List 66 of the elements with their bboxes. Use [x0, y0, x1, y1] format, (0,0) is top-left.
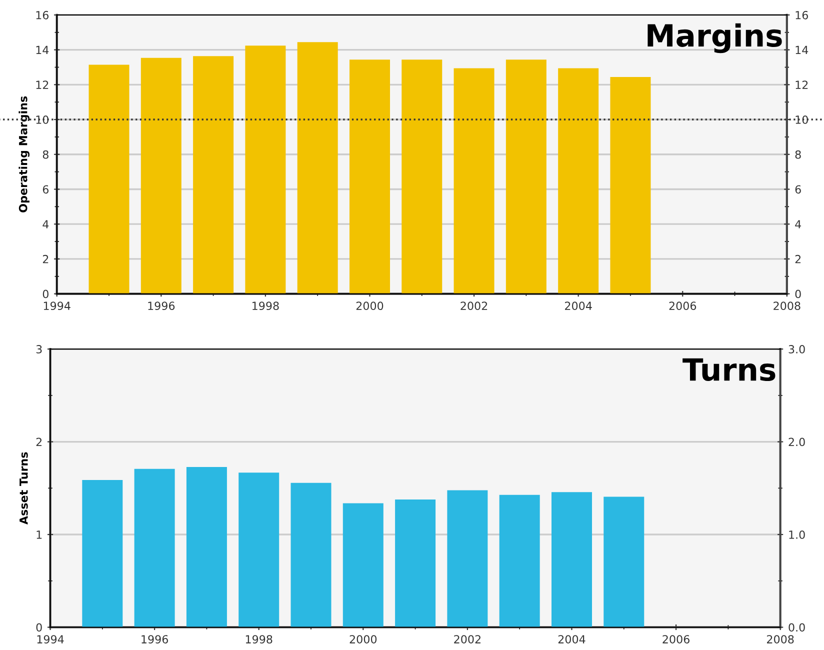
- bar: [506, 60, 546, 294]
- y2-tick-label: 0: [795, 290, 801, 298]
- y2-tick-label: 16: [796, 10, 808, 20]
- bar: [604, 496, 644, 628]
- x-tick-label: 2006: [669, 302, 696, 310]
- y-tick-label: 16: [36, 10, 49, 20]
- x-tick-label: 2006: [662, 635, 690, 644]
- x-tick-label: 1994: [37, 635, 64, 644]
- x-tick-label: 1994: [44, 302, 70, 310]
- y-tick-label: 1: [36, 530, 42, 539]
- y-axis-title: Operating Margins: [18, 96, 30, 212]
- bar: [297, 42, 338, 294]
- y2-tick-label: 6: [795, 185, 801, 194]
- y-tick-label: 14: [36, 46, 49, 54]
- y2-tick-label: 3.0: [788, 345, 805, 354]
- y-tick-label: 6: [42, 185, 49, 194]
- y-tick-label: 0: [42, 290, 48, 298]
- bar: [245, 46, 286, 294]
- bar: [499, 494, 540, 628]
- bar: [140, 58, 182, 294]
- y-tick-label: 3: [36, 345, 42, 354]
- y2-tick-label: 2: [795, 254, 801, 264]
- bar: [82, 480, 123, 628]
- bar: [193, 56, 234, 294]
- x-tick-label: 1998: [252, 302, 279, 310]
- y-tick-label: 2: [42, 254, 48, 264]
- bar: [134, 468, 175, 628]
- bar: [447, 490, 488, 628]
- x-tick-label: 1996: [142, 635, 168, 644]
- y2-tick-label: 0.0: [788, 623, 805, 632]
- x-tick-label: 2004: [558, 635, 586, 644]
- bar: [551, 492, 592, 628]
- chart-title: Margins: [648, 23, 782, 54]
- y-tick-label: 12: [36, 80, 48, 89]
- x-tick-label: 2008: [767, 635, 794, 644]
- y-tick-label: 8: [42, 150, 48, 159]
- x-tick-label: 2000: [356, 302, 384, 310]
- bar: [558, 68, 599, 294]
- y-tick-label: 4: [42, 220, 49, 228]
- bar: [290, 482, 332, 628]
- y2-tick-label: 4: [795, 220, 802, 228]
- bar: [186, 467, 227, 628]
- bar: [349, 60, 390, 294]
- bar: [395, 500, 436, 628]
- x-tick-label: 1998: [246, 635, 272, 644]
- bar: [238, 472, 280, 628]
- x-tick-label: 2000: [350, 635, 377, 644]
- bar: [610, 76, 651, 294]
- bar: [88, 64, 130, 294]
- y-tick-label: 2: [36, 438, 42, 446]
- y-axis-title: Asset Turns: [20, 452, 28, 524]
- bar: [454, 68, 494, 294]
- y-tick-label: 0: [36, 623, 42, 632]
- x-tick-label: 2008: [774, 302, 800, 310]
- y2-tick-label: 2.0: [788, 438, 805, 446]
- bar: [402, 60, 442, 294]
- y2-tick-label: 1.0: [789, 530, 805, 539]
- x-tick-label: 2002: [454, 635, 480, 644]
- bar: [342, 503, 384, 628]
- y2-tick-label: 8: [795, 150, 801, 159]
- y2-tick-label: 14: [796, 46, 808, 54]
- y2-tick-label: 12: [796, 80, 808, 89]
- x-tick-label: 2002: [460, 302, 488, 310]
- x-tick-label: 2004: [565, 302, 592, 310]
- x-tick-label: 1996: [148, 302, 175, 310]
- chart-title: Turns: [682, 358, 776, 382]
